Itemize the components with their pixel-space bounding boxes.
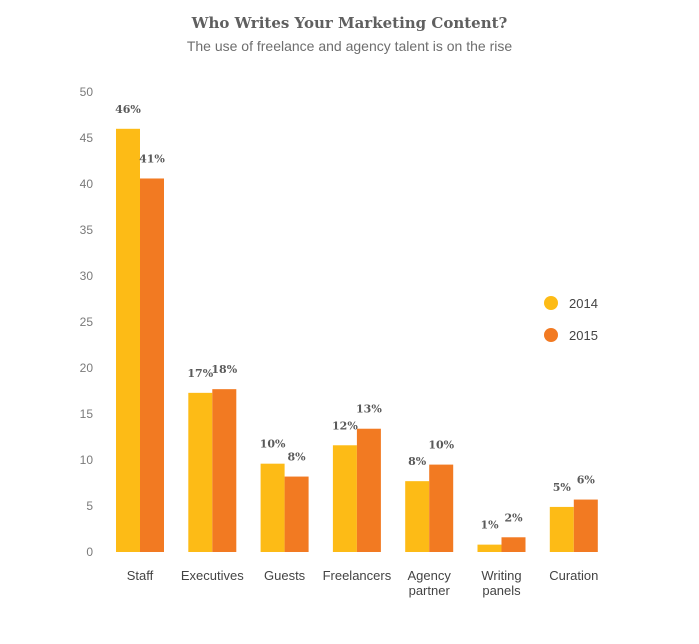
bar-2015 [501,537,526,552]
data-label: 17% [187,367,213,380]
data-label: 18% [211,363,237,376]
data-label: 13% [356,403,382,416]
data-label: 12% [332,419,358,432]
legend-marker-2015 [544,328,558,342]
x-category-label: Agency partner [408,568,452,598]
y-tick-label: 15 [80,407,94,421]
chart-title: Who Writes Your Marketing Content? [191,14,508,32]
x-category-label: Executives [181,568,244,583]
bar-2015 [429,464,454,552]
x-category-label: Curation [549,568,598,583]
x-category-label: Writing panels [481,568,521,598]
bar-2015 [212,389,237,552]
chart-subtitle: The use of freelance and agency talent i… [186,38,513,54]
y-tick-label: 25 [80,315,94,329]
data-label: 10% [260,438,286,451]
data-label: 2% [504,511,523,524]
bar-2015 [356,428,381,552]
bar-2014 [188,392,213,552]
bar-2014 [332,445,357,552]
y-tick-label: 40 [80,177,94,191]
y-tick-label: 10 [80,453,94,467]
data-label: 41% [139,152,165,165]
data-label: 10% [428,439,454,452]
y-tick-label: 45 [80,131,94,145]
legend-marker-2014 [544,296,558,310]
y-tick-label: 50 [80,85,94,99]
bar-2014 [116,128,140,553]
data-label: 5% [553,481,572,494]
y-tick-label: 20 [80,361,94,375]
legend-label: 2014 [569,296,598,311]
data-label: 1% [480,519,499,532]
bar-2015 [284,476,309,552]
data-label: 8% [288,451,307,464]
bar-2014 [260,463,285,552]
y-tick-label: 30 [80,269,94,283]
data-label: 46% [115,103,141,116]
data-label: 8% [408,455,427,468]
y-tick-label: 35 [80,223,94,237]
bar-2015 [140,178,164,553]
bar-2014 [549,506,574,552]
data-label: 6% [577,474,596,487]
y-tick-label: 5 [86,499,93,513]
bar-2015 [573,499,598,552]
bar-2014 [405,481,430,552]
legend-label: 2015 [569,328,598,343]
x-category-label: Staff [127,568,154,583]
bar-2014 [477,544,502,552]
y-tick-label: 0 [86,545,93,559]
x-category-label: Freelancers [323,568,392,583]
x-category-label: Guests [264,568,306,583]
